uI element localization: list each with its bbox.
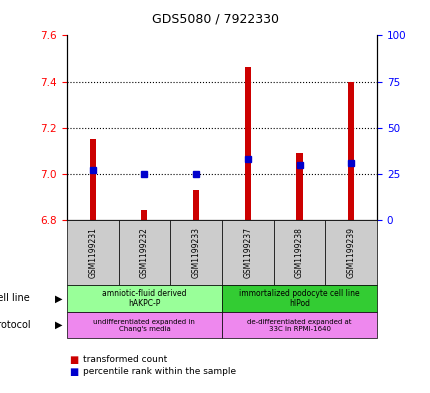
Text: cell line: cell line — [0, 293, 30, 303]
Text: GSM1199232: GSM1199232 — [140, 227, 148, 278]
Text: GSM1199238: GSM1199238 — [295, 227, 303, 278]
Text: ■: ■ — [69, 367, 78, 377]
Text: transformed count: transformed count — [83, 356, 167, 364]
Bar — [89, 139, 95, 220]
Text: undifferentiated expanded in
Chang's media: undifferentiated expanded in Chang's med… — [93, 318, 195, 332]
Text: growth protocol: growth protocol — [0, 320, 30, 330]
Bar — [296, 153, 302, 220]
Text: percentile rank within the sample: percentile rank within the sample — [83, 367, 236, 376]
Bar — [141, 210, 147, 220]
Text: amniotic-fluid derived
hAKPC-P: amniotic-fluid derived hAKPC-P — [102, 288, 186, 308]
Bar — [347, 81, 353, 220]
Text: ▶: ▶ — [55, 293, 62, 303]
Text: GSM1199237: GSM1199237 — [243, 227, 252, 278]
Text: immortalized podocyte cell line
hIPod: immortalized podocyte cell line hIPod — [239, 288, 359, 308]
Text: GSM1199239: GSM1199239 — [346, 227, 355, 278]
Text: ■: ■ — [69, 355, 78, 365]
Text: ▶: ▶ — [55, 320, 62, 330]
Bar — [193, 190, 199, 220]
Bar — [244, 66, 250, 220]
Text: GSM1199231: GSM1199231 — [88, 227, 97, 278]
Text: GSM1199233: GSM1199233 — [191, 227, 200, 278]
Text: de-differentiated expanded at
33C in RPMI-1640: de-differentiated expanded at 33C in RPM… — [247, 318, 351, 332]
Text: GDS5080 / 7922330: GDS5080 / 7922330 — [152, 13, 278, 26]
